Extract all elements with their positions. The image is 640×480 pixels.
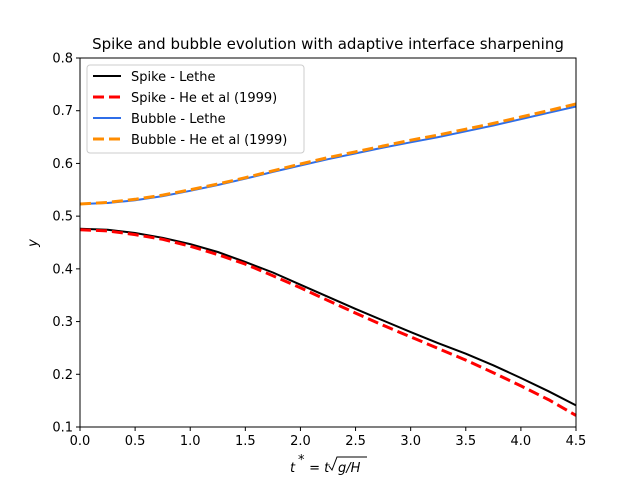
legend-label-0: Spike - Lethe [131,70,215,85]
x-tick-label: 4.0 [511,434,532,449]
y-tick-label: 0.6 [52,157,73,172]
legend-label-3: Bubble - He et al (1999) [131,133,287,148]
x-tick-label: 0.0 [70,434,91,449]
series-line-0 [79,227,577,407]
y-tick-label: 0.8 [52,52,73,67]
y-tick-label: 0.7 [52,104,73,119]
x-tick-label: 2.0 [290,434,311,449]
x-tick-label: 2.5 [345,434,366,449]
x-tick-label: 3.0 [400,434,421,449]
sqrt-sign [328,456,367,472]
series-line-1 [79,228,577,417]
y-tick-label: 0.4 [52,262,73,277]
x-axis-label: t * = t g/H [290,453,367,476]
series-line-3 [79,102,577,206]
plot-frame [79,57,577,428]
y-tick-label: 0.5 [52,210,73,225]
x-tick-label: 1.0 [180,434,201,449]
x-axis-label-mid: = t [305,461,330,476]
chart-title: Spike and bubble evolution with adaptive… [92,35,564,53]
x-tick-label: 3.5 [455,434,476,449]
x-tick-label: 4.5 [566,434,587,449]
x-tick-label: 1.5 [235,434,256,449]
legend-label-1: Spike - He et al (1999) [131,91,277,106]
plot-series [79,102,577,417]
y-axis-label: y [26,239,41,248]
y-tick-label: 0.1 [52,421,73,436]
y-tick-label: 0.2 [52,368,73,383]
legend: Spike - Lethe Spike - He et al (1999) Bubb… [86,64,305,154]
x-tick-label: 0.5 [125,434,146,449]
x-axis-label-sup: * [298,453,305,468]
y-axis: 0.1 0.2 0.3 0.4 0.5 0.6 0.7 0.8 [52,52,80,436]
x-axis-label-sqrt: g/H [338,461,361,476]
legend-box [86,64,305,154]
x-axis: 0.0 0.5 1.0 1.5 2.0 2.5 3.0 3.5 4.0 4.5 [70,427,587,449]
x-axis-label-prefix: t [290,461,296,476]
legend-label-2: Bubble - Lethe [131,112,226,127]
y-tick-label: 0.3 [52,315,73,330]
